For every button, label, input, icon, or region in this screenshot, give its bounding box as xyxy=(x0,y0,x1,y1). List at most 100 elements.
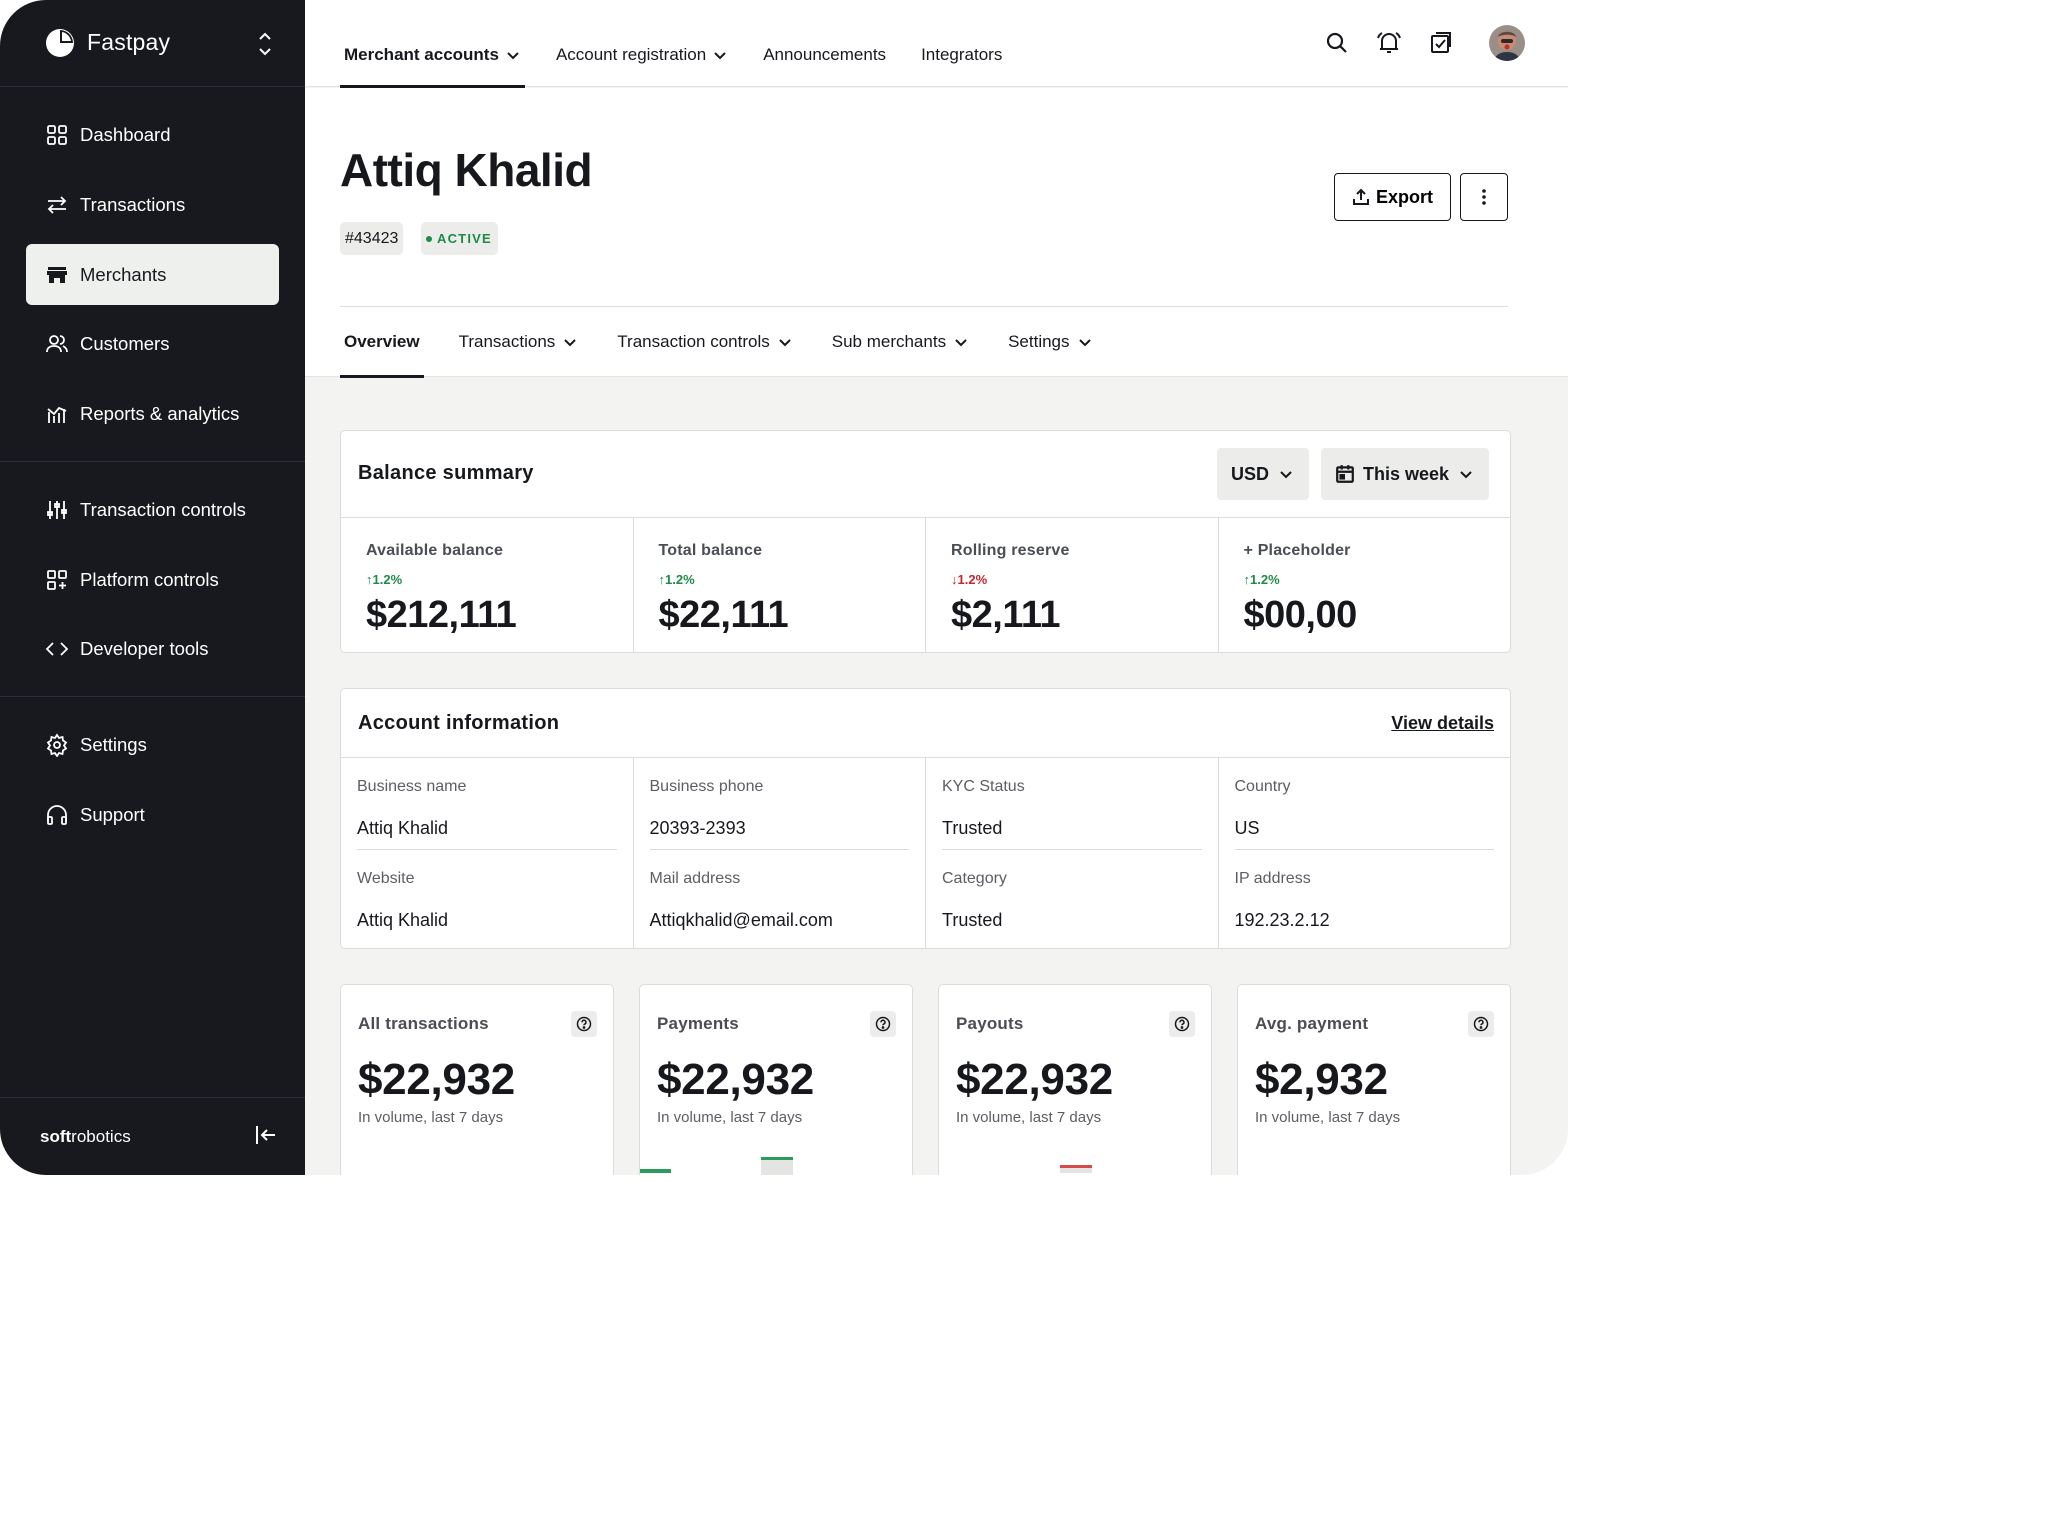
tab-transaction-controls[interactable]: Transaction controls xyxy=(613,307,796,377)
sidebar-item-label: Merchants xyxy=(80,263,167,285)
balance-metric: + Placeholder ↑1.2% $00,00 xyxy=(1243,542,1358,636)
header-divider xyxy=(340,306,1508,307)
account-fields: Business name Attiq Khalid Website Attiq… xyxy=(341,757,1510,949)
help-button[interactable] xyxy=(571,1011,597,1037)
bell-icon[interactable] xyxy=(1376,30,1402,56)
tab-announcements[interactable]: Announcements xyxy=(763,45,887,64)
app-frame: Fastpay Dashboard Transactions Merchants… xyxy=(0,0,1568,1175)
change-down: ↓1.2% xyxy=(951,572,988,587)
help-button[interactable] xyxy=(1169,1011,1195,1037)
help-icon xyxy=(576,1016,592,1032)
avatar[interactable] xyxy=(1489,25,1525,61)
chevron-down-icon xyxy=(1280,471,1292,479)
code-icon xyxy=(45,641,69,656)
balance-metric: Total balance ↑1.2% $22,111 xyxy=(634,518,926,653)
balance-metrics: Available balance ↑1.2% $212,111 Total b… xyxy=(341,517,1510,653)
grid-plus-icon xyxy=(47,569,67,590)
sidebar-item-label: Developer tools xyxy=(80,637,209,659)
tab-sub-merchants[interactable]: Sub merchants xyxy=(828,307,973,377)
tab-transactions[interactable]: Transactions xyxy=(455,307,583,377)
field-business-phone: Business phone 20393-2393 xyxy=(649,758,909,850)
field-business-name: Business name Attiq Khalid xyxy=(357,758,617,850)
sidebar-item-transactions[interactable]: Transactions xyxy=(26,174,279,235)
tasks-icon[interactable] xyxy=(1428,30,1454,56)
sidebar-item-dashboard[interactable]: Dashboard xyxy=(26,104,279,165)
merchant-id-badge: #43423 xyxy=(340,222,404,255)
stat-card-all-transactions: All transactions $22,932 In volume, last… xyxy=(340,984,614,1175)
sidebar-item-merchants[interactable]: Merchants xyxy=(26,244,279,305)
sidebar-item-developer-tools[interactable]: Developer tools xyxy=(26,618,279,679)
stat-card-payments: Payments $22,932 In volume, last 7 days xyxy=(639,984,913,1175)
field-kyc-status: KYC Status Trusted xyxy=(942,758,1202,850)
period-select[interactable]: This week xyxy=(1321,448,1490,500)
help-icon xyxy=(875,1016,891,1032)
sparkline-bar xyxy=(1060,1165,1092,1173)
headphones-icon xyxy=(47,804,67,825)
help-button[interactable] xyxy=(1468,1011,1494,1037)
sidebar-item-reports[interactable]: Reports & analytics xyxy=(26,383,279,444)
sidebar-item-platform-controls[interactable]: Platform controls xyxy=(26,549,279,610)
users-icon xyxy=(46,334,68,352)
brand-header: Fastpay xyxy=(0,0,305,87)
field-category: Category Trusted xyxy=(942,870,1007,930)
sidebar-item-settings[interactable]: Settings xyxy=(26,714,279,775)
account-column: Business phone 20393-2393 Mail address A… xyxy=(634,758,926,949)
chevron-down-icon xyxy=(779,339,791,347)
sidebar-item-customers[interactable]: Customers xyxy=(26,313,279,374)
sidebar-item-label: Transactions xyxy=(80,193,186,215)
more-vertical-icon xyxy=(1482,189,1486,205)
sidebar-item-label: Customers xyxy=(80,332,170,354)
avatar-image xyxy=(1489,25,1525,61)
help-icon xyxy=(1473,1016,1489,1032)
search-icon[interactable] xyxy=(1324,30,1350,56)
balance-metric: Available balance ↑1.2% $212,111 xyxy=(341,518,634,653)
sidebar-item-label: Dashboard xyxy=(80,123,171,145)
field-mail-address: Mail address Attiqkhalid@email.com xyxy=(649,870,833,930)
sidebar-item-label: Platform controls xyxy=(80,568,219,590)
change-up: ↑1.2% xyxy=(366,572,403,587)
grid-icon xyxy=(47,124,67,145)
sidebar-footer: softrobotics xyxy=(0,1097,305,1175)
top-bar: Merchant accounts Account registration A… xyxy=(305,0,1568,88)
sidebar-item-support[interactable]: Support xyxy=(26,784,279,845)
sidebar-item-label: Settings xyxy=(80,733,147,755)
sidebar-divider xyxy=(0,696,305,697)
workspace-switch-icon[interactable] xyxy=(256,30,274,58)
more-options-button[interactable] xyxy=(1460,173,1508,221)
export-button[interactable]: Export xyxy=(1334,173,1451,221)
chevron-down-icon xyxy=(714,52,726,60)
tab-account-registration[interactable]: Account registration xyxy=(552,0,732,87)
sparkline-bar xyxy=(640,1169,671,1173)
sidebar-item-label: Support xyxy=(80,803,145,825)
tab-integrators[interactable]: Integrators xyxy=(921,45,1003,64)
sidebar-item-label: Reports & analytics xyxy=(80,402,240,424)
view-details-link[interactable]: View details xyxy=(1391,713,1494,733)
sidebar-item-label: Transaction controls xyxy=(80,498,246,520)
chevron-down-icon xyxy=(955,339,967,347)
sidebar: Fastpay Dashboard Transactions Merchants… xyxy=(0,0,305,1175)
balance-summary-title: Balance summary xyxy=(358,462,534,484)
chevron-down-icon xyxy=(564,339,577,347)
account-column: KYC Status Trusted Category Trusted xyxy=(926,758,1219,949)
balance-metric: Rolling reserve ↓1.2% $2,111 xyxy=(926,518,1219,653)
change-up: ↑1.2% xyxy=(658,572,695,587)
main-content: Merchant accounts Account registration A… xyxy=(305,0,1568,1175)
chevron-down-icon xyxy=(507,52,519,60)
tab-merchant-accounts[interactable]: Merchant accounts xyxy=(340,0,525,88)
help-button[interactable] xyxy=(870,1011,896,1037)
currency-select[interactable]: USD xyxy=(1217,448,1310,500)
collapse-sidebar-icon[interactable] xyxy=(253,1122,279,1148)
tab-settings[interactable]: Settings xyxy=(1004,307,1096,377)
sidebar-item-transaction-controls[interactable]: Transaction controls xyxy=(26,479,279,540)
stat-card-avg-payment: Avg. payment $2,932 In volume, last 7 da… xyxy=(1237,984,1511,1175)
fastpay-logo-icon xyxy=(46,29,74,57)
top-navigation: Merchant accounts Account registration A… xyxy=(340,0,1033,88)
account-column: Country US IP address 192.23.2.12 xyxy=(1219,758,1511,949)
arrows-swap-icon xyxy=(47,195,67,214)
sparkline-bar xyxy=(761,1157,793,1175)
tab-overview[interactable]: Overview xyxy=(340,307,424,378)
chart-icon xyxy=(47,406,67,423)
merchant-subnav: Overview Transactions Transaction contro… xyxy=(340,307,1128,378)
field-website: Website Attiq Khalid xyxy=(357,870,449,930)
account-column: Business name Attiq Khalid Website Attiq… xyxy=(341,758,634,949)
